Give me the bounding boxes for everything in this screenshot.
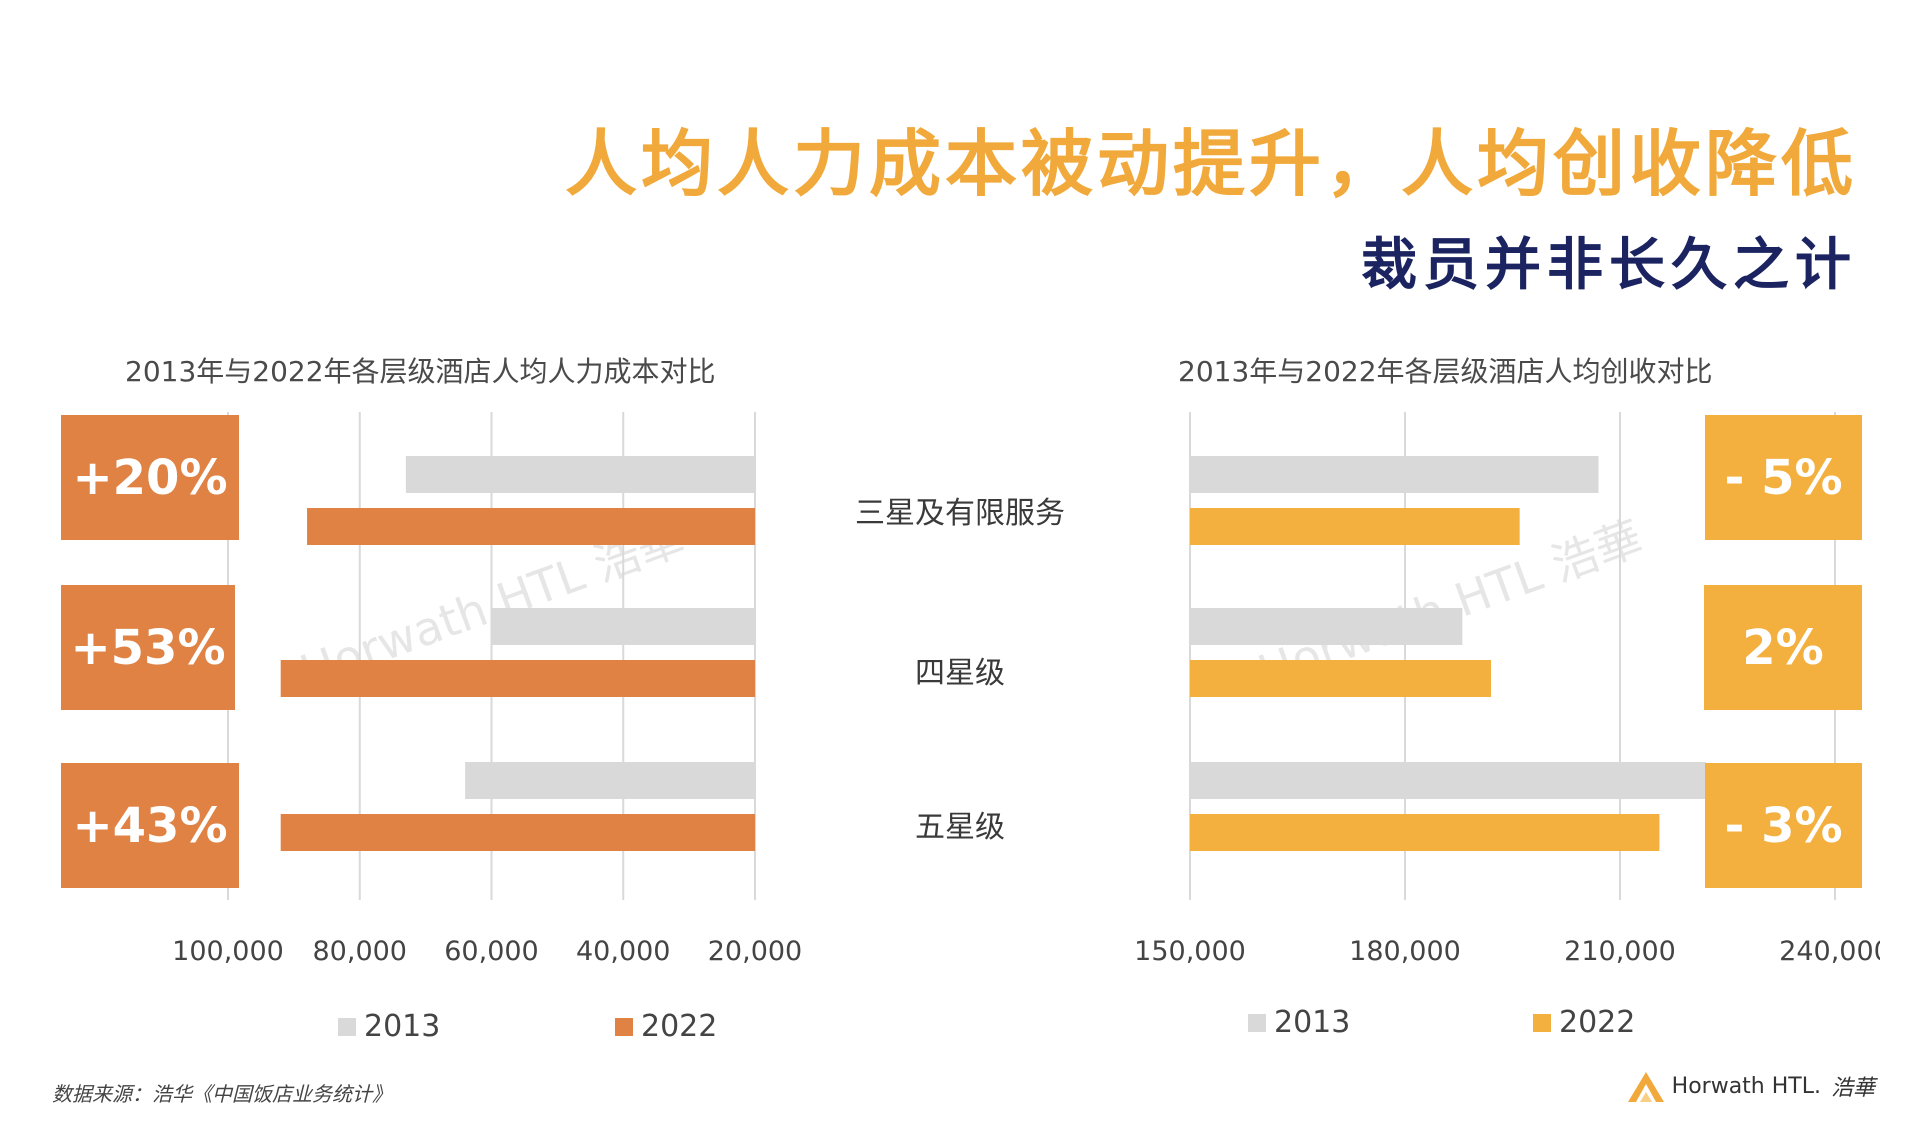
- left-badge-5star: +43%: [61, 763, 239, 888]
- legend-swatch-2022: [1533, 1013, 1551, 1032]
- right-bar-2013-0: [1190, 456, 1599, 493]
- legend-swatch-2013: [338, 1017, 356, 1036]
- left-bar-2022-2: [280, 814, 755, 851]
- right-chart: 150,000 180,000 210,000 240,000: [1134, 412, 1880, 967]
- right-tick-label: 150,000: [1134, 936, 1246, 967]
- right-tick-label: 180,000: [1349, 936, 1461, 967]
- left-bar-2013-1: [491, 608, 755, 645]
- right-badge-4star: 2%: [1704, 585, 1862, 710]
- page-title: 人均人力成本被动提升，人均创收降低: [564, 121, 1857, 206]
- brand-name-cn: 浩華: [1830, 1076, 1875, 1101]
- category-label-3star: 三星及有限服务: [855, 496, 1065, 531]
- legend-label-2013: 2013: [1274, 1005, 1351, 1040]
- category-label-5star: 五星级: [915, 810, 1005, 845]
- right-bar-2013-1: [1190, 608, 1463, 645]
- left-bar-2022-1: [280, 660, 755, 697]
- left-badge-4star: +53%: [61, 585, 235, 710]
- right-legend-2013: 2013: [1248, 1005, 1350, 1040]
- right-bar-2022-2: [1190, 814, 1660, 851]
- right-badge-5star: - 3%: [1705, 763, 1862, 888]
- left-bar-2013-0: [405, 456, 755, 493]
- left-legend-2013: 2013: [338, 1009, 440, 1044]
- left-tick-label: 60,000: [444, 936, 538, 967]
- right-bar-2022-1: [1190, 660, 1491, 697]
- brand-name: Horwath HTL.: [1671, 1073, 1821, 1099]
- left-tick-label: 100,000: [172, 936, 284, 967]
- legend-label-2013: 2013: [364, 1009, 441, 1044]
- data-source-note: 数据来源：浩华《中国饭店业务统计》: [52, 1082, 392, 1106]
- left-chart: 100,000 80,000 60,000 40,000 20,000: [172, 412, 802, 967]
- right-tick-label: 240,000: [1779, 936, 1880, 967]
- right-bar-2013-2: [1190, 762, 1706, 799]
- page-subtitle: 裁员并非长久之计: [1361, 232, 1857, 298]
- left-tick-label: 80,000: [313, 936, 407, 967]
- legend-swatch-2013: [1248, 1013, 1266, 1032]
- left-tick-label: 40,000: [576, 936, 670, 967]
- legend-label-2022: 2022: [641, 1009, 718, 1044]
- horwath-logo-icon: [1627, 1072, 1664, 1102]
- left-tick-label: 20,000: [708, 936, 802, 967]
- left-badge-3star: +20%: [61, 415, 239, 540]
- right-legend-2022: 2022: [1533, 1005, 1635, 1040]
- left-chart-title: 2013年与2022年各层级酒店人均人力成本对比: [125, 355, 716, 388]
- right-chart-title: 2013年与2022年各层级酒店人均创收对比: [1178, 355, 1713, 388]
- category-label-4star: 四星级: [915, 656, 1005, 691]
- left-legend-2022: 2022: [615, 1009, 717, 1044]
- left-bar-2022-0: [307, 508, 755, 545]
- legend-swatch-2022: [615, 1017, 633, 1036]
- right-badge-3star: - 5%: [1705, 415, 1862, 540]
- brand-logo: Horwath HTL. 浩華: [1626, 1068, 1875, 1104]
- right-bar-2022-0: [1190, 508, 1520, 545]
- right-tick-label: 210,000: [1564, 936, 1676, 967]
- legend-label-2022: 2022: [1559, 1005, 1636, 1040]
- left-bar-2013-2: [465, 762, 755, 799]
